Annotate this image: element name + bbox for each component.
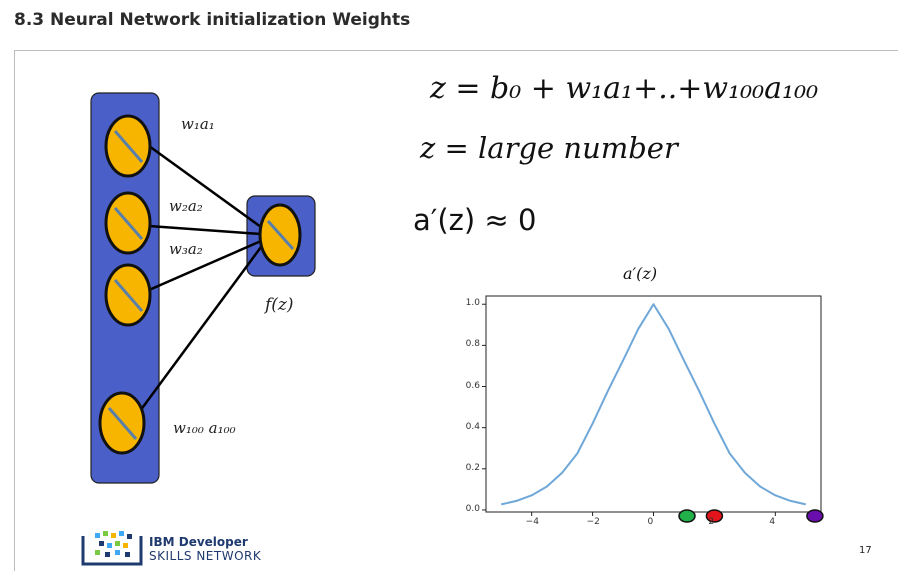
series-line	[501, 303, 806, 506]
network-diagram	[81, 92, 316, 566]
page-title: 8.3 Neural Network initialization Weight…	[14, 10, 411, 30]
y-tick-label: 1.0	[465, 298, 480, 309]
x-tick-label: 2	[708, 517, 715, 527]
equation-z-sum: z = b₀ + w₁a₁+..+w₁₀₀a₁₀₀	[430, 71, 819, 106]
slide-panel: w₁a₁ w₂a₂ w₃a₂ w₁₀₀ a₁₀₀ f(z) z = b₀ + w…	[14, 50, 898, 571]
chart-title: a′(z)	[623, 264, 658, 283]
output-function-label: f(z)	[265, 295, 294, 315]
neuron	[98, 391, 146, 455]
logo-line-2: SKILLS NETWORK	[149, 549, 262, 563]
y-tick-label: 0.8	[465, 339, 480, 350]
neuron	[104, 114, 152, 178]
y-tick-label: 0.2	[465, 462, 480, 473]
x-tick-label: 0	[647, 517, 654, 527]
x-tick-label: −4	[525, 517, 539, 527]
equation-derivative: a′(z) ≈ 0	[413, 203, 537, 237]
neuron	[104, 191, 152, 255]
x-tick-label: 4	[769, 517, 776, 527]
weight-label-2: w₂a₂	[169, 197, 203, 215]
y-tick-label: 0.0	[465, 503, 480, 514]
weight-label-1: w₁a₁	[181, 115, 215, 133]
point-marker	[806, 509, 824, 523]
ibm-logo-icon	[81, 531, 143, 566]
weight-label-3: w₃a₂	[169, 240, 203, 258]
neuron	[104, 263, 152, 327]
slide-page-number: 17	[859, 545, 872, 556]
equation-z-large: z = large number	[420, 131, 678, 165]
point-marker	[705, 509, 724, 523]
y-tick-label: 0.6	[465, 380, 480, 391]
logo-text: IBM Developer SKILLS NETWORK	[149, 535, 261, 563]
y-tick-label: 0.4	[465, 421, 480, 432]
weight-label-100: w₁₀₀ a₁₀₀	[173, 419, 236, 437]
plot-frame	[485, 295, 822, 513]
logo-line-1: IBM Developer	[149, 535, 248, 549]
x-tick-label: −2	[586, 517, 600, 527]
sigmoid-derivative-chart	[482, 295, 824, 523]
point-marker	[678, 509, 696, 523]
connection-lines	[138, 144, 263, 412]
output-neuron	[258, 203, 302, 267]
